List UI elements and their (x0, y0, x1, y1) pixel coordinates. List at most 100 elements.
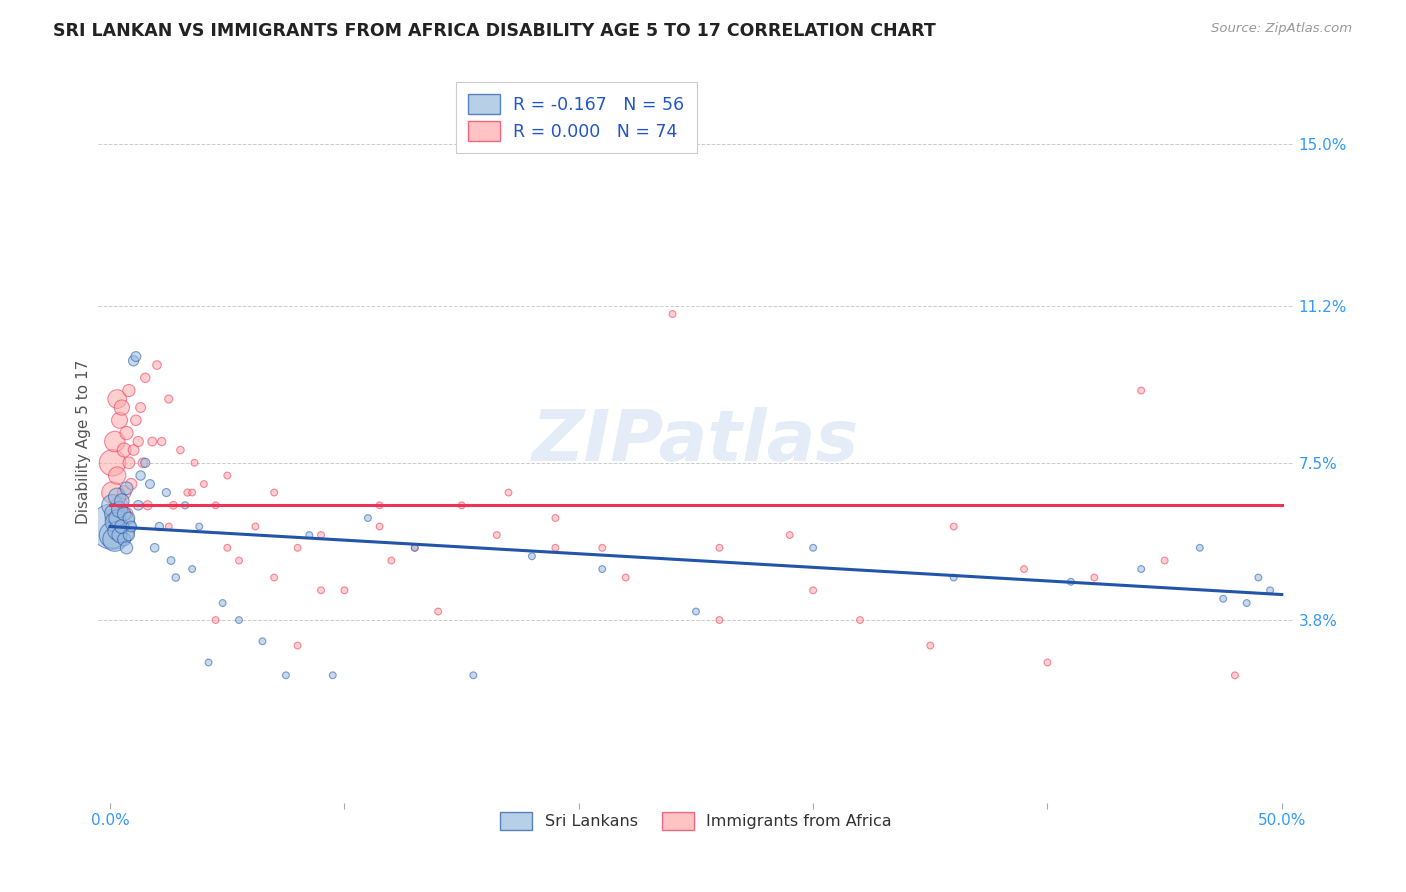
Point (709, 613, 731, 627)
Point (228, 613, 250, 627)
Point (141, 434, 163, 449)
Point (118, 528, 141, 542)
Point (148, 519, 170, 533)
Point (115, 425, 138, 440)
Point (122, 353, 145, 368)
Point (274, 668, 297, 682)
Point (165, 570, 187, 584)
Point (112, 507, 135, 521)
Point (779, 528, 801, 542)
Point (118, 511, 141, 525)
Point (709, 541, 731, 555)
Point (1060, 574, 1083, 589)
Point (1012, 562, 1035, 576)
Point (309, 528, 332, 542)
Point (120, 477, 142, 491)
Point (134, 371, 156, 385)
Point (104, 434, 127, 449)
Point (463, 668, 485, 682)
Point (129, 468, 152, 483)
Point (136, 498, 159, 512)
Point (101, 528, 124, 542)
Point (252, 634, 274, 648)
Point (160, 553, 183, 567)
Point (143, 541, 166, 555)
Point (1130, 562, 1153, 576)
Point (204, 613, 226, 627)
Point (101, 456, 124, 470)
Point (801, 583, 824, 598)
Point (333, 583, 356, 598)
Point (450, 498, 472, 512)
Point (942, 570, 965, 584)
Point (1153, 553, 1175, 567)
Point (150, 434, 173, 449)
Point (942, 519, 965, 533)
Point (111, 494, 134, 508)
Point (287, 639, 309, 653)
Point (245, 519, 267, 533)
Point (181, 562, 204, 576)
Point (157, 519, 180, 533)
Point (1083, 570, 1105, 584)
Point (105, 511, 128, 525)
Point (380, 553, 402, 567)
Point (849, 613, 872, 627)
Point (129, 401, 152, 415)
Point (211, 596, 233, 610)
Point (1212, 591, 1234, 606)
Point (544, 541, 567, 555)
Point (485, 528, 508, 542)
Point (174, 498, 197, 512)
Point (155, 485, 177, 500)
Point (520, 549, 543, 564)
Point (139, 477, 162, 491)
Point (298, 528, 321, 542)
Point (1223, 668, 1246, 682)
Point (368, 498, 391, 512)
Point (127, 434, 149, 449)
Point (217, 468, 239, 483)
Point (228, 553, 250, 567)
Point (1258, 583, 1281, 598)
Point (591, 541, 613, 555)
Point (127, 498, 149, 512)
Point (169, 443, 191, 458)
Point (108, 528, 131, 542)
Point (101, 519, 124, 533)
Point (115, 481, 138, 495)
Point (404, 541, 426, 555)
Text: Source: ZipAtlas.com: Source: ZipAtlas.com (1212, 22, 1353, 36)
Point (157, 392, 180, 406)
Point (188, 519, 211, 533)
Point (112, 533, 135, 547)
Point (104, 511, 127, 525)
Point (101, 485, 124, 500)
Point (125, 413, 148, 427)
Point (498, 485, 520, 500)
Point (263, 570, 285, 584)
Point (118, 456, 141, 470)
Point (176, 485, 198, 500)
Point (112, 485, 135, 500)
Point (111, 519, 134, 533)
Point (118, 384, 141, 398)
Point (104, 507, 127, 521)
Point (427, 605, 450, 619)
Point (108, 413, 131, 427)
Point (120, 519, 142, 533)
Point (146, 358, 169, 372)
Point (181, 485, 204, 500)
Point (105, 524, 128, 538)
Point (263, 485, 285, 500)
Point (1188, 541, 1211, 555)
Point (920, 639, 942, 653)
Point (801, 541, 824, 555)
Point (122, 443, 145, 458)
Point (115, 507, 138, 521)
Point (134, 456, 156, 470)
Point (287, 541, 309, 555)
Point (112, 443, 135, 458)
Point (404, 541, 426, 555)
Point (125, 350, 148, 364)
